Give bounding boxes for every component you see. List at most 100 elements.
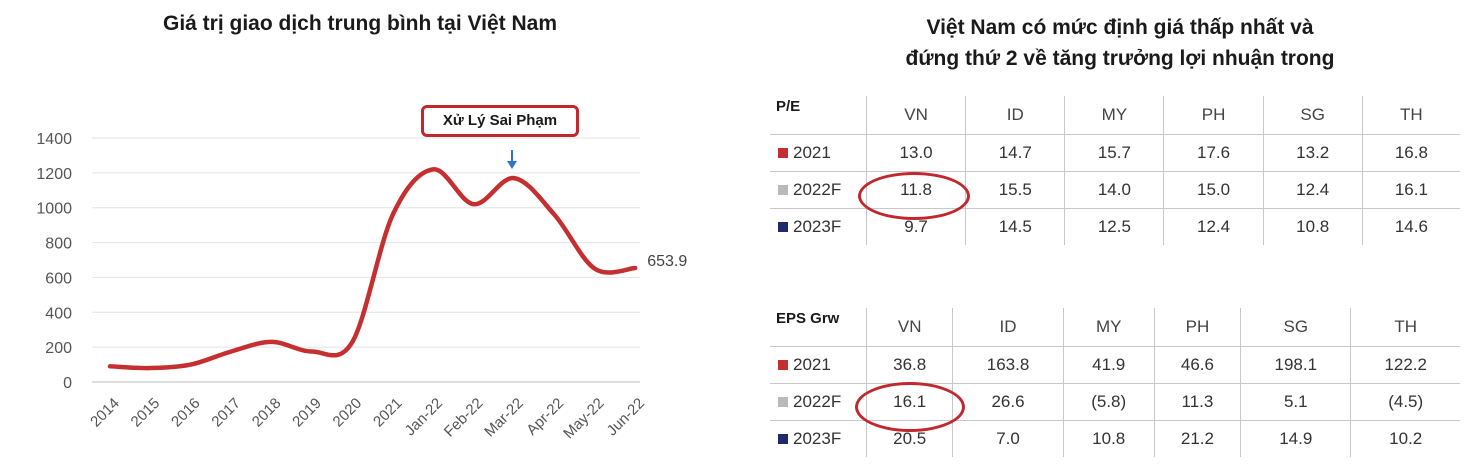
column-header: SG (1262, 96, 1363, 135)
table-cell: 26.6 (952, 383, 1064, 421)
legend-swatch (778, 147, 788, 158)
y-tick-label: 200 (45, 340, 72, 357)
column-header: TH (1350, 308, 1460, 347)
x-tick-label: Feb-22 (441, 395, 487, 441)
table-cell: 9.7 (865, 208, 967, 245)
y-tick-label: 0 (63, 375, 72, 392)
chart-y-axis: 0 200 400 600 800 1000 1200 1400 (36, 131, 72, 392)
table-cell: 12.5 (1064, 208, 1165, 245)
row-label: 2021 (770, 346, 867, 384)
legend-swatch (778, 184, 788, 195)
table-cell: 10.2 (1350, 420, 1460, 457)
column-header: ID (965, 96, 1066, 135)
row-label-text: 2022F (793, 392, 842, 411)
table-cell: 163.8 (952, 346, 1064, 384)
y-tick-label: 400 (45, 305, 72, 322)
table-cell: 12.4 (1163, 208, 1264, 245)
row-label-text: 2021 (793, 143, 831, 162)
row-label: 2023F (770, 208, 867, 245)
table-row: 2022F 16.1 26.6 (5.8) 11.3 5.1 (4.5) (770, 383, 1460, 421)
table-row: 2021 13.0 14.7 15.7 17.6 13.2 16.8 (770, 134, 1460, 172)
column-header: SG (1240, 308, 1352, 347)
x-tick-label: Mar-22 (481, 395, 527, 441)
x-tick-label: May-22 (560, 395, 607, 442)
table-corner-label: P/E (770, 96, 867, 135)
chart-x-axis: 2014 2015 2016 2017 2018 2019 2020 2021Jan-22Fe… (87, 395, 648, 442)
table-cell: 14.7 (965, 134, 1066, 172)
table-cell: 11.3 (1153, 383, 1242, 421)
table-row: 2023F 20.5 7.0 10.8 21.2 14.9 10.2 (770, 420, 1460, 457)
pe-table: P/E VN ID MY PH SG TH 2021 13.0 14.7 15.7 17.6 13.2 1… (770, 96, 1460, 245)
table-cell: 7.0 (952, 420, 1064, 457)
x-tick-label: 2019 (289, 395, 325, 431)
series-line (107, 167, 638, 371)
table-cell: 14.0 (1064, 171, 1165, 209)
table-row: 2022F 11.8 15.5 14.0 15.0 12.4 16.1 (770, 171, 1460, 209)
annotation-callout: Xử Lý Sai Phạm (421, 105, 579, 137)
table-cell: 41.9 (1062, 346, 1155, 384)
tables-title: Việt Nam có mức định giá thấp nhất và đứ… (770, 12, 1470, 74)
table-cell: 12.4 (1262, 171, 1363, 209)
x-tick-label: 2014 (87, 395, 123, 431)
legend-swatch (778, 221, 788, 232)
column-header: ID (952, 308, 1064, 347)
table-cell: 10.8 (1262, 208, 1363, 245)
table-cell: 46.6 (1153, 346, 1242, 384)
table-cell: 15.7 (1064, 134, 1165, 172)
table-cell: 36.8 (865, 346, 954, 384)
table-cell: (4.5) (1350, 383, 1460, 421)
column-header: VN (865, 308, 954, 347)
table-cell: 14.9 (1240, 420, 1352, 457)
y-tick-label: 1000 (36, 201, 72, 218)
line-chart-title: Giá trị giao dịch trung bình tại Việt Na… (163, 12, 557, 35)
table-cell: 16.1 (1361, 171, 1460, 209)
row-label-text: 2022F (793, 180, 842, 199)
column-header: TH (1361, 96, 1460, 135)
x-tick-label: 2017 (208, 395, 244, 431)
x-tick-label: 2015 (128, 395, 164, 431)
table-cell: 11.8 (865, 171, 967, 209)
table-row: 2023F 9.7 14.5 12.5 12.4 10.8 14.6 (770, 208, 1460, 245)
tables-title-line1: Việt Nam có mức định giá thấp nhất và (926, 16, 1314, 39)
annotation-arrow (507, 150, 517, 169)
table-cell: 16.1 (865, 383, 954, 421)
table-cell: 17.6 (1163, 134, 1264, 172)
last-value-label: 653.9 (647, 253, 687, 270)
table-cell: 15.0 (1163, 171, 1264, 209)
column-header: PH (1153, 308, 1242, 347)
legend-swatch (778, 359, 788, 370)
column-header: MY (1062, 308, 1155, 347)
y-tick-label: 1400 (36, 131, 72, 148)
column-header: MY (1064, 96, 1165, 135)
table-cell: 14.5 (965, 208, 1066, 245)
x-tick-label: 2016 (168, 395, 204, 431)
table-cell: 122.2 (1350, 346, 1460, 384)
table-cell: 10.8 (1062, 420, 1155, 457)
table-corner-label: EPS Grw (770, 308, 867, 347)
row-label: 2023F (770, 420, 867, 457)
column-header: PH (1163, 96, 1264, 135)
row-label: 2021 (770, 134, 867, 172)
x-tick-label: Jun-22 (604, 395, 648, 439)
table-cell: 5.1 (1240, 383, 1352, 421)
table-cell: 21.2 (1153, 420, 1242, 457)
table-cell: 198.1 (1240, 346, 1352, 384)
chart-gridlines (92, 137, 640, 383)
table-cell: (5.8) (1062, 383, 1155, 421)
table-cell: 15.5 (965, 171, 1066, 209)
x-tick-label: Jan-22 (402, 395, 446, 439)
y-tick-label: 1200 (36, 166, 72, 183)
row-label: 2022F (770, 383, 867, 421)
row-label-text: 2023F (793, 429, 842, 448)
table-cell: 13.0 (865, 134, 967, 172)
table-cell: 16.8 (1361, 134, 1460, 172)
y-tick-label: 800 (45, 236, 72, 253)
x-tick-label: Apr-22 (523, 395, 567, 439)
column-header: VN (865, 96, 967, 135)
legend-swatch (778, 433, 788, 444)
row-label: 2022F (770, 171, 867, 209)
row-label-text: 2023F (793, 217, 842, 236)
x-tick-label: 2020 (330, 395, 366, 431)
table-row: 2021 36.8 163.8 41.9 46.6 198.1 122.2 (770, 346, 1460, 384)
